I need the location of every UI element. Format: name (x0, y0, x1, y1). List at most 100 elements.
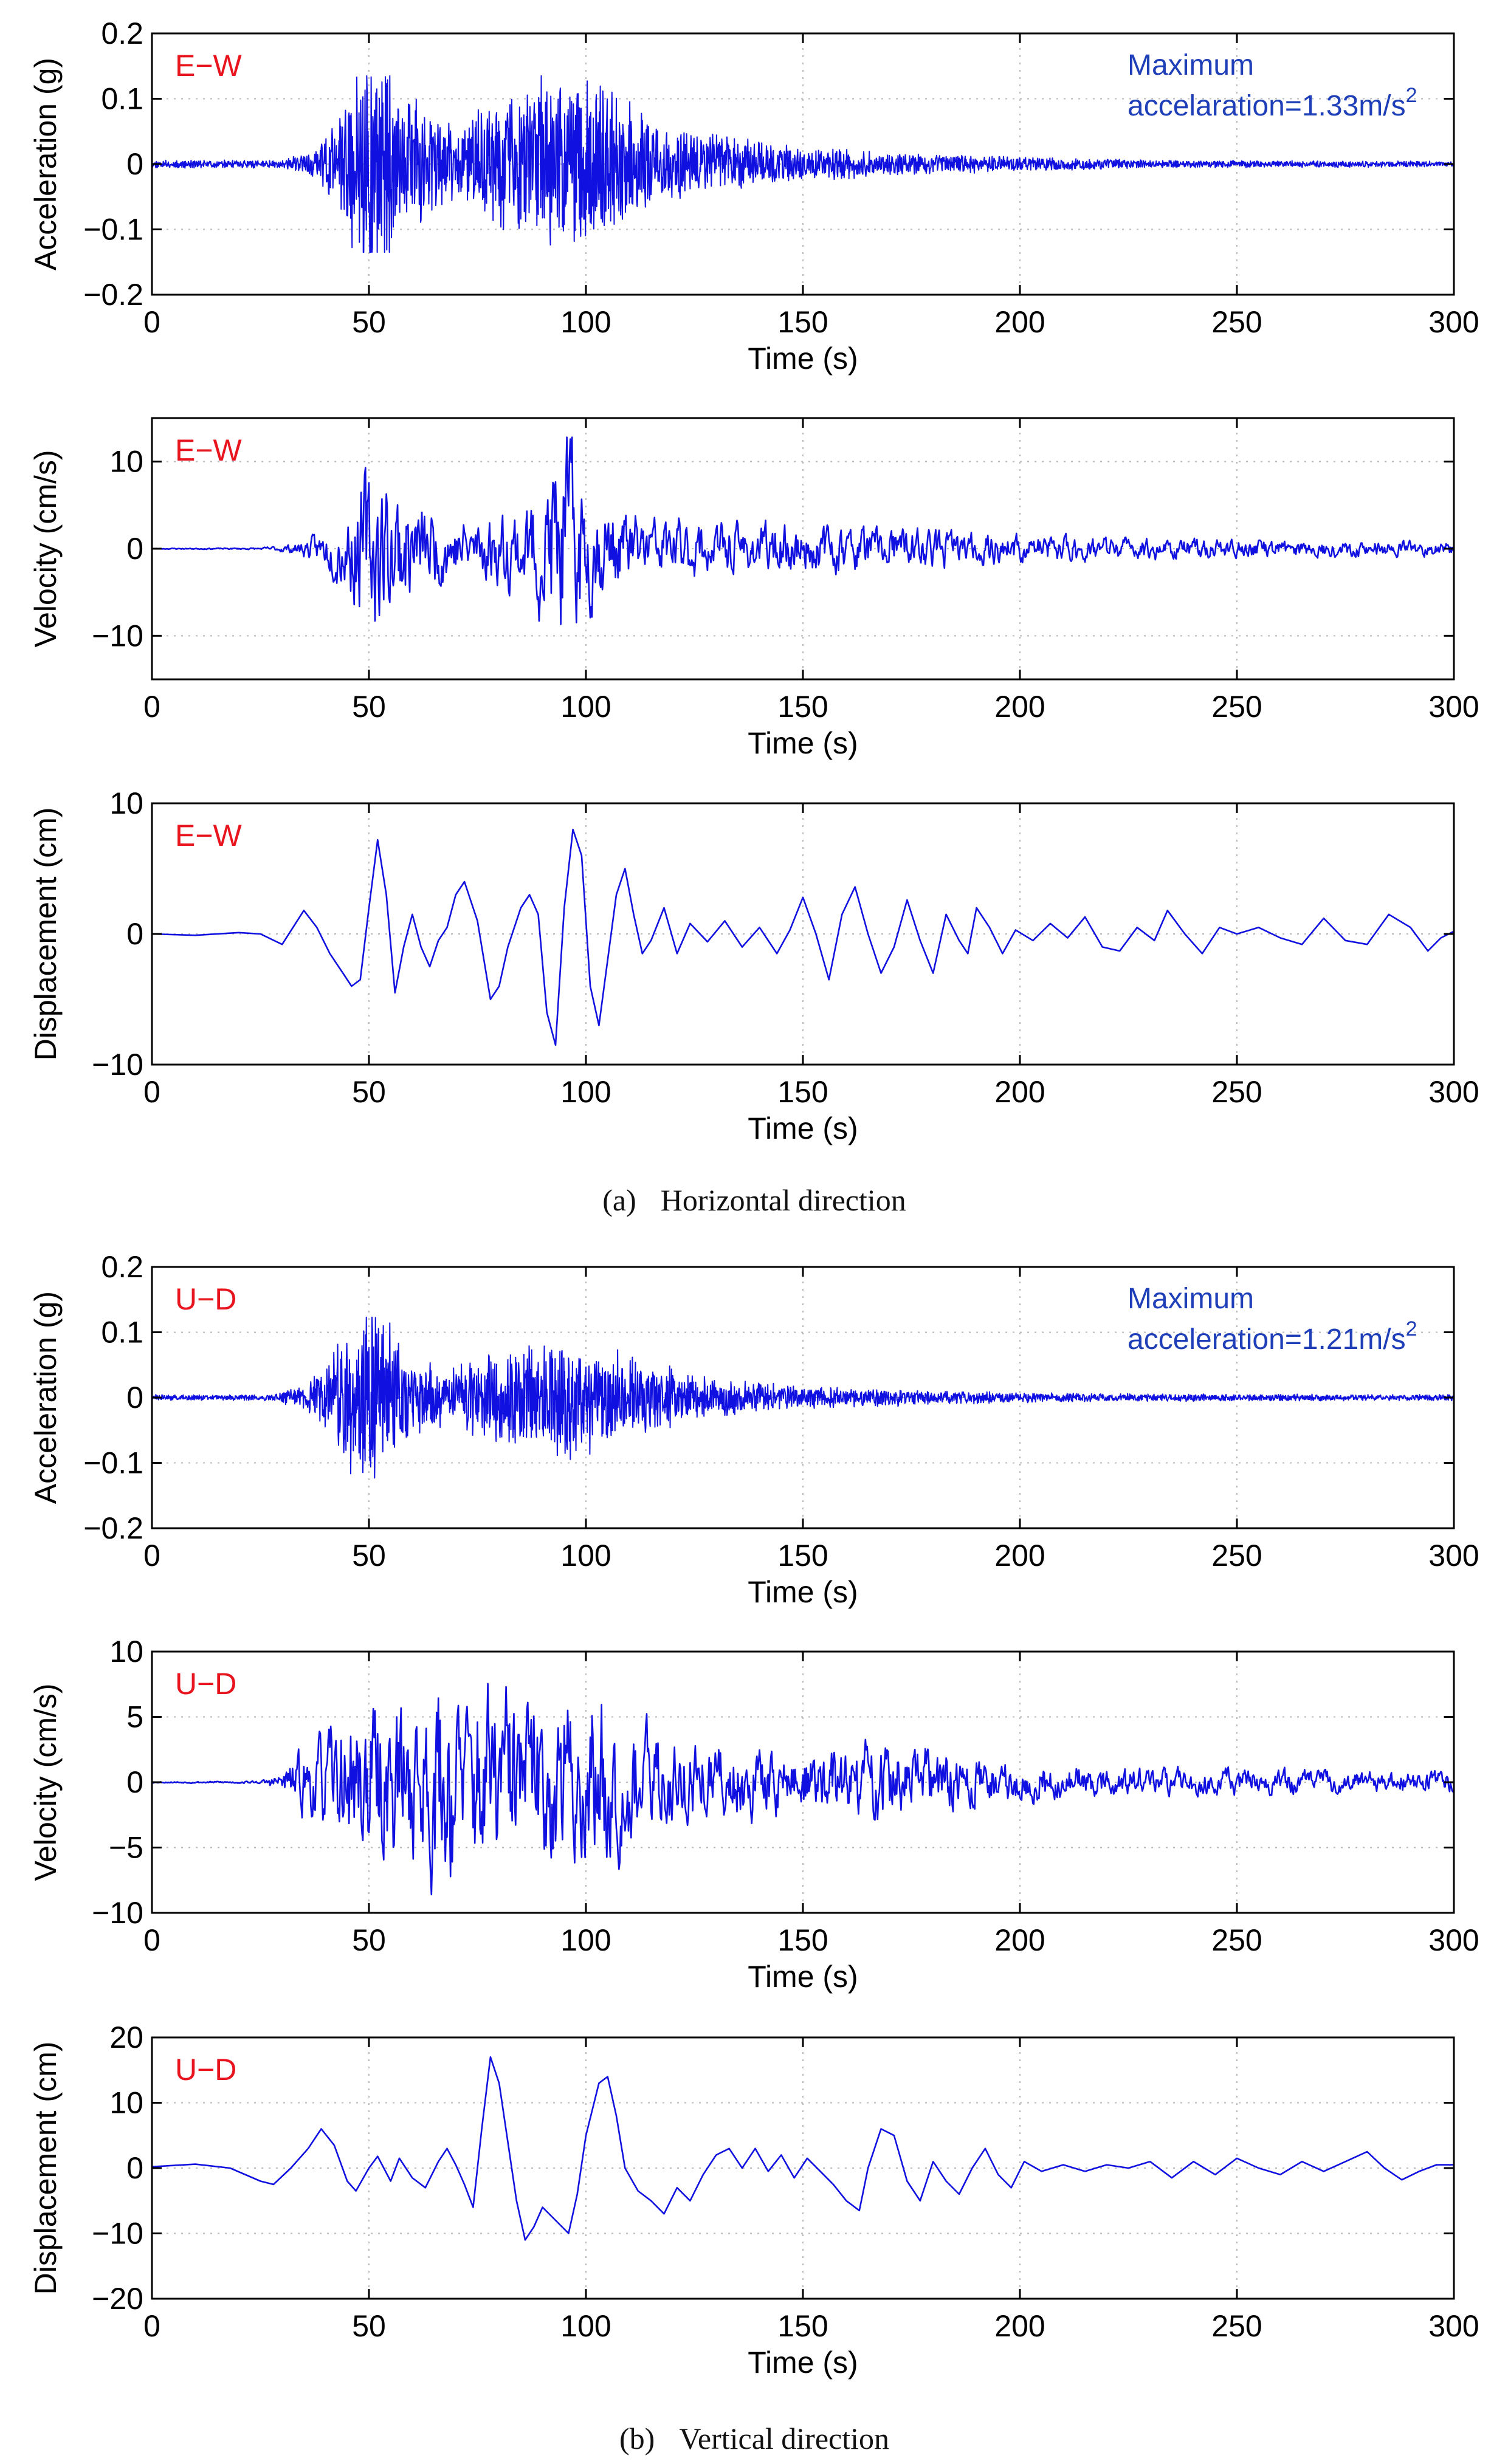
series-line-ew-disp (151, 828, 1455, 1046)
y-tick-label: 0.1 (101, 1316, 143, 1350)
y-tick-label: 10 (109, 2086, 143, 2120)
x-axis-label: Time (s) (748, 341, 858, 376)
y-tick-label: 0 (126, 147, 143, 181)
x-tick-label: 150 (777, 690, 828, 724)
annotation-superscript: 2 (1406, 1317, 1417, 1340)
y-tick-label: −10 (92, 619, 143, 653)
x-tick-label: 300 (1428, 305, 1479, 339)
x-tick-label: 250 (1211, 690, 1262, 724)
x-tick-label: 300 (1428, 1923, 1479, 1957)
series-line-ud-acc (151, 1316, 1455, 1479)
x-tick-label: 200 (994, 1923, 1045, 1957)
x-axis-label: Time (s) (748, 1111, 858, 1145)
x-tick-label: 0 (143, 1923, 160, 1957)
x-tick-label: 250 (1211, 1923, 1262, 1957)
x-tick-label: 150 (777, 1923, 828, 1957)
caption-b-label: (b) (619, 2421, 655, 2455)
x-tick-label: 250 (1211, 1075, 1262, 1109)
y-tick-label: −0.1 (83, 1446, 143, 1480)
panel-ud-acc: 0 50 100 150 200 250 300 −0.2 −0.1 0 0.1 0.2 Time (s… (29, 1250, 1479, 1609)
x-tick-label: 50 (352, 2309, 386, 2343)
annotation-superscript: 2 (1406, 84, 1417, 107)
direction-tag: E−W (175, 433, 243, 467)
direction-tag: E−W (175, 49, 243, 83)
y-tick-label: −10 (92, 1896, 143, 1930)
y-tick-label: 20 (109, 2020, 143, 2054)
x-tick-label: 250 (1211, 305, 1262, 339)
x-tick-label: 100 (560, 305, 611, 339)
x-tick-label: 100 (560, 1923, 611, 1957)
y-tick-label: 0 (126, 532, 143, 566)
direction-tag: E−W (175, 818, 243, 853)
x-tick-label: 250 (1211, 1539, 1262, 1573)
direction-tag: U−D (175, 2053, 236, 2087)
x-axis-label: Time (s) (748, 2346, 858, 2380)
x-axis-label: Time (s) (748, 1575, 858, 1609)
caption-a-label: (a) (602, 1183, 636, 1217)
annotation-line1: Maximum (1128, 49, 1254, 81)
y-tick-label: 5 (126, 1700, 143, 1734)
x-tick-label: 150 (777, 1539, 828, 1573)
x-tick-label: 0 (143, 1075, 160, 1109)
x-tick-label: 50 (352, 690, 386, 724)
caption-a: (a) Horizontal direction (602, 1183, 906, 1217)
x-tick-label: 0 (143, 690, 160, 724)
y-tick-label: 0.1 (101, 82, 143, 116)
x-tick-label: 0 (143, 1539, 160, 1573)
annotation-line2: accelaration=1.33m/s2 (1128, 84, 1417, 122)
x-tick-label: 150 (777, 2309, 828, 2343)
y-tick-label: −0.1 (83, 213, 143, 247)
x-tick-label: 300 (1428, 1539, 1479, 1573)
direction-tag: U−D (175, 1282, 236, 1316)
y-tick-label: 0.2 (101, 16, 143, 50)
x-tick-label: 50 (352, 1539, 386, 1573)
x-axis-label: Time (s) (748, 726, 858, 760)
direction-tag: U−D (175, 1667, 236, 1701)
x-tick-label: 200 (994, 1539, 1045, 1573)
x-tick-label: 300 (1428, 690, 1479, 724)
y-axis-label: Displacement (cm) (29, 2042, 63, 2295)
y-tick-label: 10 (109, 1635, 143, 1669)
y-axis-label: Acceleration (g) (29, 1291, 63, 1504)
y-axis-label: Velocity (cm/s) (29, 1683, 63, 1881)
x-tick-label: 0 (143, 305, 160, 339)
x-tick-label: 300 (1428, 1075, 1479, 1109)
x-tick-label: 200 (994, 2309, 1045, 2343)
y-axis-label: Acceleration (g) (29, 58, 63, 270)
series-line-ud-vel (151, 1683, 1455, 1896)
x-tick-label: 0 (143, 2309, 160, 2343)
x-tick-label: 50 (352, 1923, 386, 1957)
annotation-line2: acceleration=1.21m/s2 (1128, 1317, 1417, 1356)
y-tick-label: −5 (109, 1831, 143, 1865)
y-tick-label: −20 (92, 2282, 143, 2316)
annotation-line1: Maximum (1128, 1283, 1254, 1315)
y-tick-label: −0.2 (83, 1511, 143, 1545)
x-tick-label: 250 (1211, 2309, 1262, 2343)
y-tick-label: 0 (126, 917, 143, 951)
y-tick-label: 10 (109, 445, 143, 479)
series-line-ud-disp (151, 2056, 1454, 2241)
y-tick-label: 0.2 (101, 1250, 143, 1284)
panel-ud-disp: 0 50 100 150 200 250 300 −20 −10 0 10 20 Time (s) Dis… (29, 2020, 1479, 2380)
panel-ew-vel: 0 50 100 150 200 250 300 −10 0 10 Time (s) Velocity… (29, 417, 1479, 760)
caption-b-text: Vertical direction (679, 2421, 889, 2455)
y-tick-label: −10 (92, 2217, 143, 2251)
x-tick-label: 300 (1428, 2309, 1479, 2343)
y-tick-label: −10 (92, 1048, 143, 1082)
x-tick-label: 50 (352, 1075, 386, 1109)
caption-a-text: Horizontal direction (661, 1183, 906, 1217)
x-tick-label: 100 (560, 1539, 611, 1573)
y-axis-label: Displacement (cm) (29, 808, 63, 1061)
series-line-ew-acc (151, 75, 1455, 253)
x-tick-label: 200 (994, 1075, 1045, 1109)
y-tick-label: −0.2 (83, 278, 143, 312)
x-tick-label: 200 (994, 690, 1045, 724)
series-line-ew-vel (152, 436, 1455, 625)
y-tick-label: 0 (126, 2151, 143, 2185)
x-tick-label: 150 (777, 1075, 828, 1109)
panel-ud-vel: 0 50 100 150 200 250 300 −10 −5 0 5 10 Time (s) Veloc… (29, 1635, 1479, 1994)
x-tick-label: 150 (777, 305, 828, 339)
x-tick-label: 200 (994, 305, 1045, 339)
